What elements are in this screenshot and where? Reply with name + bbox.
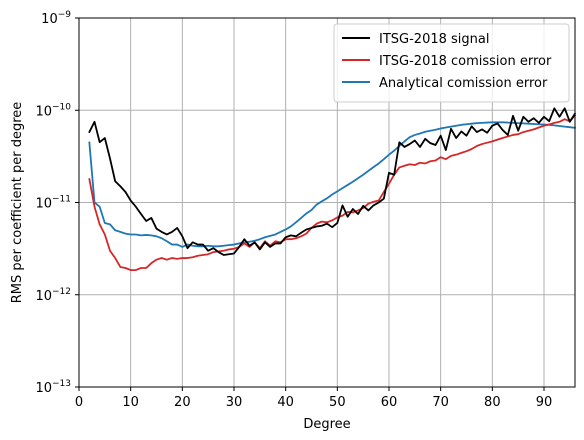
x-tick-label: 30 — [226, 395, 243, 410]
x-tick-label: 20 — [174, 395, 191, 410]
y-tick-base: 10 — [35, 381, 52, 396]
y-tick-label: 10−13 — [35, 379, 71, 396]
y-axis-label: RMS per coefficient per degree — [10, 102, 25, 304]
y-tick-label: 10−9 — [41, 10, 71, 27]
x-tick-label: 40 — [277, 395, 294, 410]
series-lines — [88, 107, 576, 272]
y-tick-exponent: −13 — [52, 379, 71, 389]
x-tick-label: 60 — [381, 395, 398, 410]
legend-box — [333, 23, 570, 103]
x-tick-label: 80 — [484, 395, 501, 410]
y-tick-base: 10 — [41, 12, 58, 27]
y-tick-exponent: −12 — [52, 287, 71, 297]
legend-label: Analytical comission error — [379, 76, 548, 91]
legend-label: ITSG-2018 signal — [379, 32, 489, 47]
axis-ticks: 0 10 20 30 40 50 60 70 80 9010−1310−1210−1110−101… — [35, 10, 552, 410]
y-tick-label: 10−11 — [35, 195, 71, 212]
y-tick-base: 10 — [35, 289, 52, 304]
legend-label: ITSG-2018 comission error — [379, 54, 552, 69]
series-line-2 — [88, 121, 576, 248]
y-tick-exponent: −11 — [52, 195, 71, 205]
series-line-1 — [88, 114, 576, 272]
legend: ITSG-2018 signal ITSG-2018 comission erro… — [333, 23, 570, 103]
x-tick-label: 90 — [536, 395, 553, 410]
x-tick-label: 70 — [432, 395, 449, 410]
y-tick-label: 10−12 — [35, 287, 71, 304]
y-tick-base: 10 — [35, 104, 52, 119]
x-axis-label: Degree — [303, 417, 350, 432]
x-tick-label: 10 — [122, 395, 139, 410]
y-tick-exponent: −9 — [58, 10, 72, 20]
series-line-0 — [88, 107, 576, 256]
x-tick-label: 0 — [75, 395, 83, 410]
y-tick-label: 10−10 — [35, 102, 71, 119]
y-tick-base: 10 — [35, 197, 52, 212]
y-tick-exponent: −10 — [52, 102, 71, 112]
x-tick-label: 50 — [329, 395, 346, 410]
